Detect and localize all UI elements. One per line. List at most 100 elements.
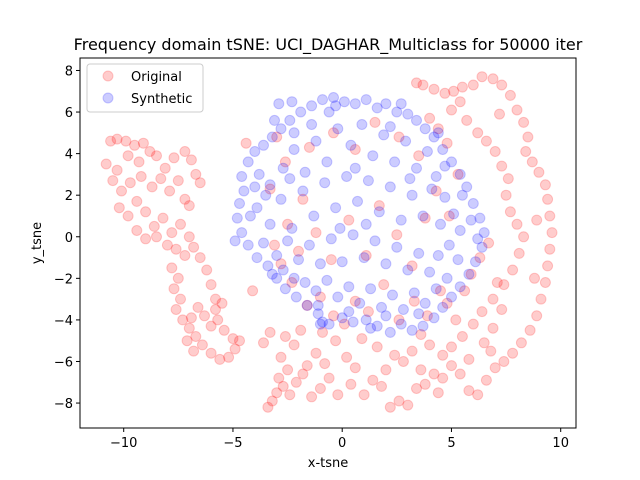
data-point (137, 137, 149, 149)
data-point (459, 285, 471, 297)
data-point (297, 193, 309, 205)
data-point (424, 266, 436, 278)
data-point (218, 324, 230, 336)
data-point (378, 279, 390, 291)
data-point (496, 79, 508, 91)
data-point (293, 245, 304, 257)
data-point (454, 168, 466, 180)
chart-title: Frequency domain tSNE: UCI_DAGHAR_Multic… (74, 35, 583, 55)
data-point (522, 131, 534, 143)
data-point (474, 212, 486, 224)
data-point (428, 312, 440, 324)
data-point (360, 314, 372, 326)
data-point (441, 297, 453, 309)
data-point (131, 225, 143, 236)
data-point (432, 250, 444, 261)
data-point (411, 162, 422, 174)
data-point (496, 304, 508, 315)
data-point (391, 229, 403, 241)
data-point (360, 218, 372, 230)
data-point (526, 156, 538, 168)
data-point (446, 156, 457, 168)
data-point (159, 162, 171, 174)
data-point (277, 264, 289, 276)
data-point (148, 220, 160, 232)
data-point (439, 87, 451, 99)
data-point (384, 121, 396, 133)
data-point (336, 312, 348, 324)
x-axis-label: x-tsne (308, 456, 349, 471)
data-point (437, 349, 449, 361)
legend-marker-original (102, 70, 114, 82)
data-point (199, 310, 210, 322)
data-point (269, 239, 280, 251)
data-point (419, 212, 431, 224)
data-point (413, 308, 425, 320)
data-point (454, 225, 466, 236)
data-point (417, 79, 429, 91)
data-point (271, 250, 283, 261)
data-point (430, 171, 442, 182)
data-point (397, 304, 409, 315)
data-point (478, 227, 490, 239)
data-point (179, 250, 191, 261)
data-point (319, 177, 331, 189)
data-point (293, 254, 304, 266)
data-point (343, 306, 355, 318)
data-point (242, 156, 254, 168)
data-point (417, 320, 429, 332)
data-point (349, 144, 361, 155)
data-point (295, 324, 307, 336)
data-point (299, 166, 311, 178)
data-point (369, 235, 381, 247)
data-point (286, 277, 298, 288)
data-point (421, 310, 433, 322)
data-point (542, 193, 554, 205)
data-point (395, 98, 407, 110)
data-point (140, 206, 152, 218)
data-point (223, 351, 235, 363)
data-point (380, 310, 392, 322)
data-point (476, 71, 488, 83)
data-point (437, 144, 449, 155)
data-point (277, 162, 289, 174)
data-point (387, 289, 398, 301)
data-point (275, 193, 287, 205)
y-tick-label: −8 (54, 397, 73, 412)
legend: Original Synthetic (86, 63, 204, 113)
data-point (365, 322, 377, 334)
data-point (286, 222, 298, 234)
data-point (439, 160, 451, 172)
data-point (539, 179, 551, 191)
data-point (279, 331, 291, 342)
data-point (489, 146, 501, 157)
data-point (487, 73, 499, 85)
data-point (271, 131, 283, 143)
data-point (513, 247, 525, 259)
data-point (185, 154, 197, 166)
data-point (454, 368, 466, 380)
data-point (303, 141, 315, 153)
data-point (116, 185, 127, 197)
plot-area (100, 71, 558, 413)
data-point (282, 364, 294, 376)
data-point (124, 177, 136, 189)
data-point (310, 347, 322, 359)
series-synthetic (229, 92, 490, 338)
data-point (432, 127, 444, 139)
data-point (349, 98, 361, 110)
data-point (456, 81, 468, 93)
data-point (144, 146, 156, 157)
data-point (500, 189, 512, 201)
data-point (507, 347, 519, 359)
data-point (435, 285, 446, 297)
data-point (483, 237, 495, 249)
data-point (284, 173, 296, 185)
data-point (303, 239, 315, 251)
data-point (428, 368, 440, 380)
data-point (234, 198, 245, 209)
y-tick-label: −2 (54, 272, 73, 287)
series-original (100, 71, 558, 413)
data-point (290, 376, 302, 388)
data-point (210, 304, 221, 315)
